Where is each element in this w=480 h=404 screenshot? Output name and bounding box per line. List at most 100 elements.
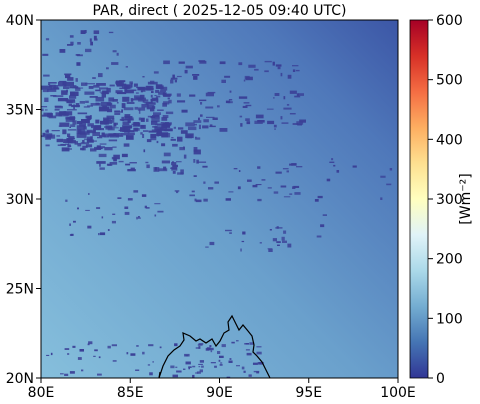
cloud-patch [130, 353, 136, 356]
cloud-patch [88, 116, 92, 120]
cloud-patch [104, 119, 109, 124]
cloud-patch [108, 139, 118, 142]
cloud-patch [203, 198, 208, 202]
cloud-patch [145, 207, 150, 209]
cloud-patch [176, 75, 182, 78]
cloud-patch [282, 240, 287, 243]
cloud-patch [202, 165, 208, 168]
cloud-patch [106, 115, 115, 120]
cloud-patch [152, 115, 159, 118]
cloud-patch [269, 229, 272, 231]
cloud-patch [184, 69, 188, 74]
cloud-patch [109, 104, 116, 109]
colorbar-tick-label: 100 [436, 311, 463, 327]
colorbar-tick-label: 0 [436, 371, 445, 387]
cloud-patch [99, 167, 105, 170]
cloud-patch [274, 93, 280, 96]
cloud-patch [280, 72, 283, 77]
cloud-patch [243, 79, 246, 82]
cloud-patch [75, 78, 78, 82]
cloud-patch [65, 74, 71, 79]
cloud-patch [289, 163, 293, 166]
cloud-patch [193, 149, 201, 155]
cloud-patch [113, 158, 117, 162]
cloud-patch [108, 97, 115, 102]
cloud-patch [174, 343, 178, 347]
cloud-patch [155, 89, 159, 93]
cloud-patch [160, 122, 164, 124]
cloud-patch [199, 369, 203, 373]
cloud-patch [152, 125, 158, 128]
cloud-patch [266, 108, 274, 110]
cloud-patch [159, 90, 166, 92]
cloud-patch [137, 107, 146, 111]
cloud-patch [56, 135, 61, 137]
cloud-patch [42, 53, 49, 56]
cloud-patch [150, 133, 157, 139]
cloud-patch [210, 362, 216, 364]
cloud-patch [386, 183, 392, 186]
cloud-patch [178, 127, 184, 130]
cloud-patch [264, 70, 269, 73]
cloud-patch [259, 242, 262, 244]
cloud-patch [177, 172, 184, 175]
cloud-patch [46, 129, 49, 133]
cloud-patch [98, 356, 101, 359]
cloud-patch [142, 134, 145, 138]
cloud-patch [214, 181, 219, 184]
cloud-patch [163, 94, 171, 97]
cloud-patch [69, 126, 71, 128]
cloud-patch [150, 108, 155, 112]
cloud-patch [138, 109, 141, 114]
cloud-patch [89, 115, 92, 120]
cloud-patch [171, 162, 177, 166]
cloud-patch [292, 69, 296, 72]
cloud-patch [281, 122, 289, 124]
cloud-patch [296, 93, 299, 97]
cloud-patch [292, 65, 299, 67]
cloud-patch [198, 343, 204, 345]
cloud-patch [241, 240, 245, 243]
cloud-patch [77, 54, 83, 57]
cloud-patch [85, 48, 92, 53]
cloud-patch [275, 64, 282, 67]
cloud-patch [147, 115, 152, 118]
cloud-patch [133, 190, 139, 193]
cloud-patch [96, 145, 101, 150]
cloud-patch [68, 103, 72, 107]
cloud-patch [191, 190, 195, 193]
cloud-patch [155, 167, 157, 171]
cloud-patch [114, 110, 120, 112]
cloud-patch [209, 347, 214, 351]
cloud-patch [163, 166, 167, 171]
cloud-patch [282, 168, 289, 170]
cloud-patch [112, 99, 118, 102]
cloud-patch [86, 129, 93, 132]
cloud-patch [87, 225, 92, 229]
cloud-patch [111, 62, 119, 65]
cloud-patch [147, 105, 155, 109]
cloud-patch [124, 211, 130, 215]
cloud-patch [142, 351, 145, 355]
cloud-patch [88, 86, 94, 89]
cloud-patch [129, 162, 137, 164]
cloud-patch [228, 360, 233, 363]
cloud-patch [120, 127, 125, 132]
cloud-patch [200, 114, 203, 117]
cloud-patch [205, 106, 214, 109]
cloud-patch [64, 143, 70, 145]
cloud-patch [138, 117, 141, 121]
cloud-patch [92, 77, 96, 79]
cloud-patch [93, 30, 100, 34]
cloud-patch [163, 122, 172, 125]
cloud-patch [209, 345, 212, 348]
cloud-patch [89, 140, 97, 142]
cloud-patch [280, 116, 283, 120]
colorbar-tick-label: 600 [436, 13, 463, 29]
cloud-patch [245, 104, 252, 107]
cloud-patch [129, 81, 133, 85]
cloud-patch [99, 163, 101, 167]
cloud-patch [240, 248, 242, 252]
cloud-patch [154, 124, 162, 126]
cloud-patch [195, 199, 202, 203]
